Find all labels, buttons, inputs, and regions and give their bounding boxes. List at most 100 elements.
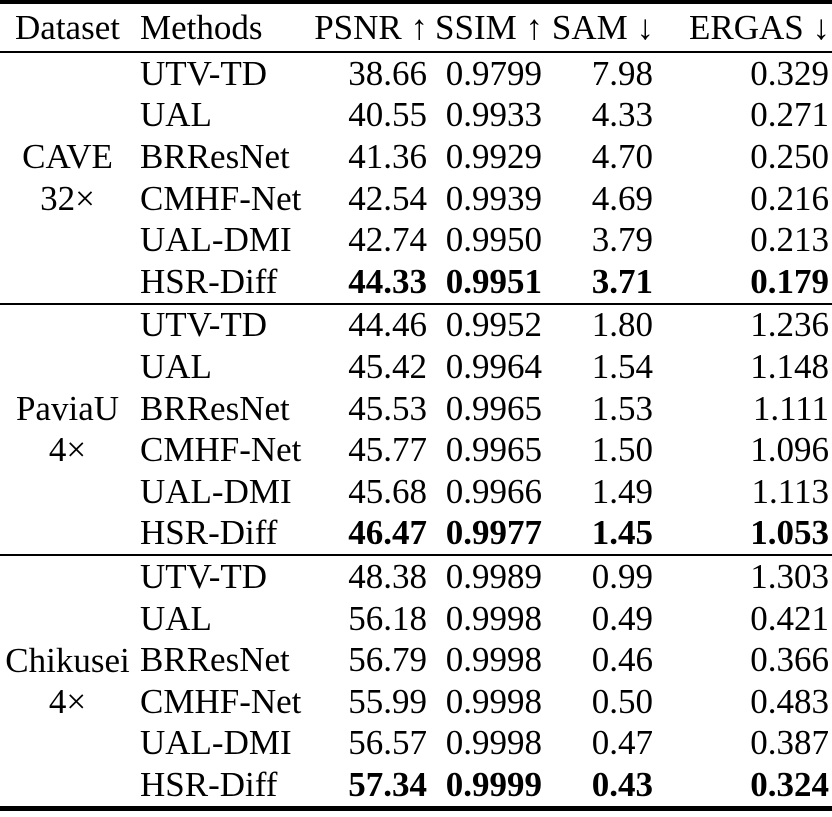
method-name: HSR-Diff bbox=[140, 764, 278, 804]
dataset-scale-label: 4× bbox=[48, 681, 87, 721]
sam-value: 1.54 bbox=[591, 346, 653, 386]
table-row: UAL-DMI 42.74 0.9950 3.79 0.213 bbox=[0, 219, 832, 261]
table-row: CMHF-Net 42.54 0.9939 4.69 0.216 bbox=[0, 178, 832, 220]
psnr-value: 56.57 bbox=[348, 723, 427, 763]
ergas-value: 0.216 bbox=[750, 178, 829, 218]
sam-value: 0.47 bbox=[591, 723, 653, 763]
sam-value: 1.49 bbox=[591, 471, 653, 511]
table-row: UAL 40.55 0.9933 4.33 0.271 bbox=[0, 95, 832, 137]
table-header: Dataset Methods PSNR ↑ SSIM ↑ SAM ↓ ERGA… bbox=[0, 2, 832, 52]
table-row: BRResNet 41.36 0.9929 4.70 0.250 bbox=[0, 136, 832, 178]
table-row: UAL 45.42 0.9964 1.54 1.148 bbox=[0, 346, 832, 388]
table-row: BRResNet 45.53 0.9965 1.53 1.111 bbox=[0, 388, 832, 430]
ssim-value: 0.9989 bbox=[445, 556, 542, 596]
table-row: BRResNet 56.79 0.9998 0.46 0.366 bbox=[0, 639, 832, 681]
sam-value: 3.79 bbox=[591, 220, 653, 260]
sam-value: 0.49 bbox=[591, 598, 653, 638]
psnr-value: 46.47 bbox=[348, 513, 427, 553]
table-body: CAVE 32× UTV-TD 38.66 0.9799 7.98 0.329 UAL 40.5… bbox=[0, 52, 832, 808]
ssim-value: 0.9998 bbox=[445, 723, 542, 763]
header-row: Dataset Methods PSNR ↑ SSIM ↑ SAM ↓ ERGA… bbox=[0, 2, 832, 52]
dataset-name-label: PaviaU bbox=[15, 389, 120, 429]
sam-value: 0.99 bbox=[591, 556, 653, 596]
method-name: BRResNet bbox=[140, 388, 290, 428]
sam-value: 0.46 bbox=[591, 640, 653, 680]
ssim-value: 0.9965 bbox=[445, 388, 542, 428]
ergas-value: 1.148 bbox=[750, 346, 829, 386]
table-row: HSR-Diff 44.33 0.9951 3.71 0.179 bbox=[0, 261, 832, 304]
method-name: HSR-Diff bbox=[140, 513, 278, 553]
column-header-methods: Methods bbox=[140, 7, 263, 47]
psnr-value: 42.54 bbox=[348, 178, 427, 218]
dataset-scale-label: 4× bbox=[48, 430, 87, 470]
psnr-value: 57.34 bbox=[348, 764, 427, 804]
psnr-value: 45.42 bbox=[348, 346, 427, 386]
ssim-value: 0.9977 bbox=[445, 513, 542, 553]
method-name: HSR-Diff bbox=[140, 261, 278, 301]
ergas-value: 1.111 bbox=[752, 388, 829, 428]
psnr-value: 44.46 bbox=[348, 305, 427, 345]
method-name: UAL bbox=[140, 95, 212, 135]
sam-value: 1.80 bbox=[591, 305, 653, 345]
dataset-scale-label: 32× bbox=[40, 178, 95, 218]
method-name: UAL-DMI bbox=[140, 723, 292, 763]
psnr-value: 56.18 bbox=[348, 598, 427, 638]
ssim-value: 0.9950 bbox=[445, 220, 542, 260]
ssim-value: 0.9998 bbox=[445, 640, 542, 680]
sam-value: 1.53 bbox=[591, 388, 653, 428]
psnr-value: 45.77 bbox=[348, 430, 427, 470]
sam-value: 1.50 bbox=[591, 430, 653, 470]
ergas-value: 0.387 bbox=[750, 723, 829, 763]
method-name: BRResNet bbox=[140, 136, 290, 176]
sam-value: 0.43 bbox=[591, 764, 653, 804]
ergas-value: 1.096 bbox=[750, 430, 829, 470]
ergas-value: 1.236 bbox=[750, 305, 829, 345]
sam-value: 0.50 bbox=[591, 681, 653, 721]
ssim-value: 0.9939 bbox=[445, 178, 542, 218]
psnr-value: 55.99 bbox=[348, 681, 427, 721]
psnr-value: 48.38 bbox=[348, 556, 427, 596]
table-row: UAL 56.18 0.9998 0.49 0.421 bbox=[0, 598, 832, 640]
table-row: HSR-Diff 57.34 0.9999 0.43 0.324 bbox=[0, 764, 832, 808]
method-name: UAL-DMI bbox=[140, 220, 292, 260]
ergas-value: 0.213 bbox=[750, 220, 829, 260]
table-row: CMHF-Net 45.77 0.9965 1.50 1.096 bbox=[0, 429, 832, 471]
ssim-value: 0.9998 bbox=[445, 681, 542, 721]
psnr-value: 41.36 bbox=[348, 136, 427, 176]
table-row: CMHF-Net 55.99 0.9998 0.50 0.483 bbox=[0, 681, 832, 723]
psnr-value: 42.74 bbox=[348, 220, 427, 260]
ergas-value: 0.250 bbox=[750, 136, 829, 176]
sam-value: 7.98 bbox=[591, 53, 653, 93]
ssim-value: 0.9999 bbox=[445, 764, 542, 804]
table-row: CAVE 32× UTV-TD 38.66 0.9799 7.98 0.329 bbox=[0, 52, 832, 218]
sam-value: 3.71 bbox=[591, 261, 653, 301]
ssim-value: 0.9965 bbox=[445, 430, 542, 470]
dataset-name-label: CAVE bbox=[22, 137, 113, 177]
ssim-value: 0.9966 bbox=[445, 471, 542, 511]
sam-value: 1.45 bbox=[591, 513, 653, 553]
sam-value: 4.70 bbox=[591, 136, 653, 176]
psnr-value: 40.55 bbox=[348, 95, 427, 135]
ssim-value: 0.9929 bbox=[445, 136, 542, 176]
method-name: UAL-DMI bbox=[140, 471, 292, 511]
dataset-cell: PaviaU 4× bbox=[0, 304, 135, 556]
ssim-value: 0.9933 bbox=[445, 95, 542, 135]
ergas-value: 0.271 bbox=[750, 95, 829, 135]
ergas-value: 0.324 bbox=[750, 764, 829, 804]
ergas-value: 0.329 bbox=[750, 53, 829, 93]
table-row: UAL-DMI 56.57 0.9998 0.47 0.387 bbox=[0, 723, 832, 765]
table-row: UAL-DMI 45.68 0.9966 1.49 1.113 bbox=[0, 471, 832, 513]
ergas-value: 0.483 bbox=[750, 681, 829, 721]
psnr-value: 38.66 bbox=[348, 53, 427, 93]
ergas-value: 1.303 bbox=[750, 556, 829, 596]
method-name: CMHF-Net bbox=[140, 178, 302, 218]
sam-value: 4.33 bbox=[591, 95, 653, 135]
ssim-value: 0.9952 bbox=[445, 305, 542, 345]
table-row: PaviaU 4× UTV-TD 44.46 0.9952 1.80 1.236 bbox=[0, 303, 832, 469]
psnr-value: 45.68 bbox=[348, 471, 427, 511]
ssim-value: 0.9998 bbox=[445, 598, 542, 638]
column-header-dataset: Dataset bbox=[15, 7, 120, 47]
ssim-value: 0.9799 bbox=[445, 53, 542, 93]
method-name: UTV-TD bbox=[140, 556, 268, 596]
